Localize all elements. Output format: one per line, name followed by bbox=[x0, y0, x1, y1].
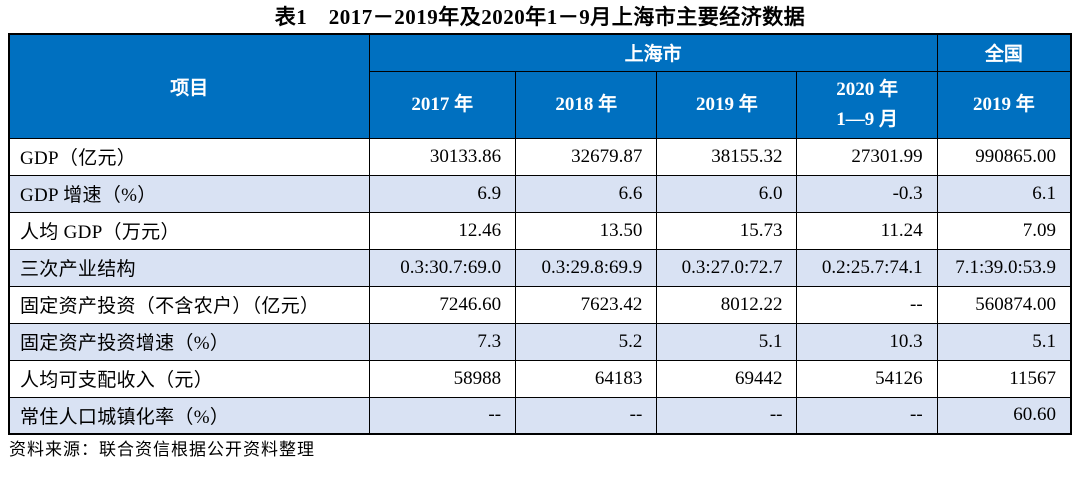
header-group-shanghai: 上海市 bbox=[368, 33, 938, 72]
table-header: 项目 上海市 全国 2017 年 2018 年 2019 年 2020 年 1—… bbox=[8, 33, 1072, 139]
data-cell: -- bbox=[796, 396, 938, 435]
data-cell: 0.2:25.7:74.1 bbox=[796, 248, 938, 287]
header-item-column: 项目 bbox=[8, 33, 370, 139]
header-year-2019: 2019 年 bbox=[656, 70, 798, 139]
table-row: 常住人口城镇化率（%） -- -- -- -- 60.60 bbox=[8, 396, 1072, 435]
header-year-2017: 2017 年 bbox=[368, 70, 517, 139]
data-cell: 0.3:29.8:69.9 bbox=[515, 248, 658, 287]
row-label: 人均 GDP（万元） bbox=[8, 211, 370, 250]
data-cell: 11567 bbox=[936, 359, 1072, 398]
data-cell: 990865.00 bbox=[936, 137, 1072, 176]
data-cell: -- bbox=[515, 396, 658, 435]
table-row: 固定资产投资（不含农户）（亿元） 7246.60 7623.42 8012.22 -- 5… bbox=[8, 285, 1072, 324]
row-label: GDP（亿元） bbox=[8, 137, 370, 176]
data-cell: 32679.87 bbox=[515, 137, 658, 176]
row-label: 固定资产投资增速（%） bbox=[8, 322, 370, 361]
data-cell: 30133.86 bbox=[368, 137, 517, 176]
header-year-row: 2017 年 2018 年 2019 年 2020 年 1—9 月 2019 年 bbox=[9, 70, 1072, 139]
data-cell: 11.24 bbox=[796, 211, 938, 250]
table-body: GDP（亿元） 30133.86 32679.87 38155.32 27301.99 9… bbox=[8, 137, 1072, 435]
table-row: GDP 增速（%） 6.9 6.6 6.0 -0.3 6.1 bbox=[8, 174, 1072, 213]
data-cell: 5.1 bbox=[936, 322, 1072, 361]
header-group-row: 项目 上海市 全国 bbox=[8, 33, 1072, 139]
source-note: 资料来源：联合资信根据公开资料整理 bbox=[9, 440, 315, 459]
data-cell: 0.3:27.0:72.7 bbox=[656, 248, 798, 287]
data-cell: 7.1:39.0:53.9 bbox=[936, 248, 1072, 287]
row-label: 人均可支配收入（元） bbox=[8, 359, 370, 398]
data-cell: 10.3 bbox=[796, 322, 938, 361]
data-cell: 58988 bbox=[368, 359, 517, 398]
data-cell: 7246.60 bbox=[368, 285, 517, 324]
header-year-2018: 2018 年 bbox=[515, 70, 658, 139]
data-cell: 560874.00 bbox=[936, 285, 1072, 324]
data-cell: 8012.22 bbox=[656, 285, 798, 324]
data-cell: 64183 bbox=[515, 359, 658, 398]
data-cell: 12.46 bbox=[368, 211, 517, 250]
table-row: 三次产业结构 0.3:30.7:69.0 0.3:29.8:69.9 0.3:27.0… bbox=[8, 248, 1072, 287]
table-row: 人均可支配收入（元） 58988 64183 69442 54126 11567 bbox=[8, 359, 1072, 398]
economic-data-table: 项目 上海市 全国 2017 年 2018 年 2019 年 2020 年 1—… bbox=[8, 33, 1072, 435]
header-group-national: 全国 bbox=[936, 33, 1072, 72]
data-cell: 15.73 bbox=[656, 211, 798, 250]
header-national-year-2019: 2019 年 bbox=[936, 70, 1072, 139]
data-cell: 5.1 bbox=[656, 322, 798, 361]
row-label: 三次产业结构 bbox=[8, 248, 370, 287]
data-cell: -- bbox=[368, 396, 517, 435]
data-cell: 7.09 bbox=[936, 211, 1072, 250]
row-label: 常住人口城镇化率（%） bbox=[8, 396, 370, 435]
data-cell: 38155.32 bbox=[656, 137, 798, 176]
data-cell: 6.1 bbox=[936, 174, 1072, 213]
table-row: GDP（亿元） 30133.86 32679.87 38155.32 27301.99 9… bbox=[8, 137, 1072, 176]
data-cell: 6.6 bbox=[515, 174, 658, 213]
data-cell: 13.50 bbox=[515, 211, 658, 250]
row-label: 固定资产投资（不含农户）（亿元） bbox=[8, 285, 370, 324]
data-cell: 69442 bbox=[656, 359, 798, 398]
row-label: GDP 增速（%） bbox=[8, 174, 370, 213]
data-cell: 0.3:30.7:69.0 bbox=[368, 248, 517, 287]
data-cell: 60.60 bbox=[936, 396, 1072, 435]
data-cell: 6.0 bbox=[656, 174, 798, 213]
table-row: 人均 GDP（万元） 12.46 13.50 15.73 11.24 7.09 bbox=[8, 211, 1072, 250]
header-period-2020-jan-sep: 2020 年 1—9 月 bbox=[796, 70, 938, 139]
table-title: 表1 2017－2019年及2020年1－9月上海市主要经济数据 bbox=[274, 5, 806, 29]
data-cell: 7.3 bbox=[368, 322, 517, 361]
data-cell: 27301.99 bbox=[796, 137, 938, 176]
data-cell: 6.9 bbox=[368, 174, 517, 213]
data-cell: 54126 bbox=[796, 359, 938, 398]
data-cell: 5.2 bbox=[515, 322, 658, 361]
data-cell: -0.3 bbox=[796, 174, 938, 213]
data-cell: -- bbox=[656, 396, 798, 435]
data-cell: -- bbox=[796, 285, 938, 324]
data-cell: 7623.42 bbox=[515, 285, 658, 324]
table-row: 固定资产投资增速（%） 7.3 5.2 5.1 10.3 5.1 bbox=[8, 322, 1072, 361]
